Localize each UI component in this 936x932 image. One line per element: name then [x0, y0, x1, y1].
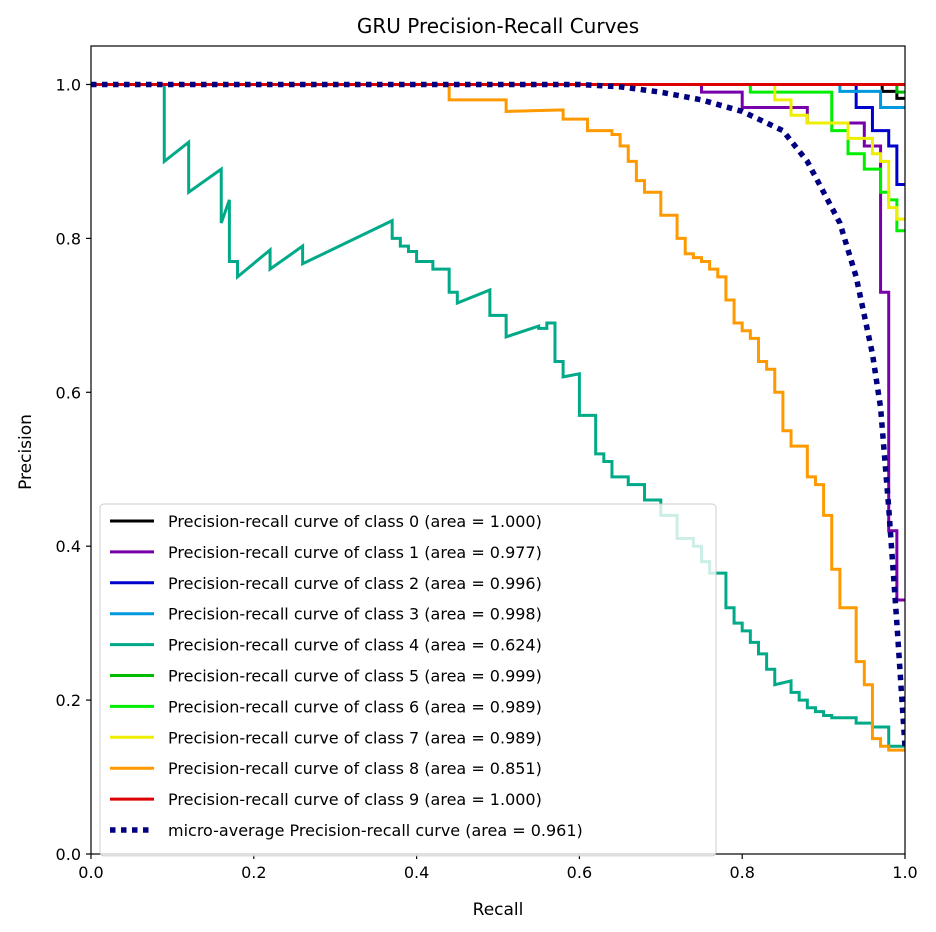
y-tick-label: 0.4: [56, 537, 81, 556]
y-tick-label: 0.0: [56, 845, 81, 864]
legend-box: [99, 503, 717, 857]
x-axis-label: Recall: [473, 900, 524, 920]
series-line-6: [91, 82, 905, 233]
series-line-2: [91, 82, 905, 187]
x-tick-label: 0.6: [567, 863, 592, 882]
legend-label-7: Precision-recall curve of class 7 (area …: [168, 728, 542, 747]
series-line-7: [91, 82, 905, 221]
x-tick-label: 0.4: [404, 863, 429, 882]
series-line-1: [91, 82, 905, 602]
x-tick-label: 1.0: [892, 863, 917, 882]
legend-label-6: Precision-recall curve of class 6 (area …: [168, 697, 542, 716]
series-line-10: [91, 81, 905, 747]
y-tick-label: 0.2: [56, 691, 81, 710]
legend-label-10: micro-average Precision-recall curve (ar…: [168, 821, 583, 840]
legend-label-8: Precision-recall curve of class 8 (area …: [168, 759, 542, 778]
x-tick-label: 0.2: [241, 863, 266, 882]
series-group: [91, 81, 905, 752]
y-axis-label: Precision: [16, 414, 36, 490]
legend-label-4: Precision-recall curve of class 4 (area …: [168, 636, 542, 655]
legend-label-9: Precision-recall curve of class 9 (area …: [168, 790, 542, 809]
y-tick-label: 0.6: [56, 383, 81, 402]
legend-label-3: Precision-recall curve of class 3 (area …: [168, 605, 542, 624]
y-tick-label: 0.8: [56, 229, 81, 248]
x-tick-label: 0.8: [729, 863, 754, 882]
legend-label-5: Precision-recall curve of class 5 (area …: [168, 667, 542, 686]
chart-title: GRU Precision-Recall Curves: [357, 14, 639, 38]
series-line-4: [91, 82, 905, 748]
legend-label-2: Precision-recall curve of class 2 (area …: [168, 574, 542, 593]
y-tick-label: 1.0: [56, 75, 81, 94]
legend-label-0: Precision-recall curve of class 0 (area …: [168, 512, 542, 531]
plot-area: [91, 81, 905, 752]
x-tick-label: 0.0: [78, 863, 103, 882]
legend-label-1: Precision-recall curve of class 1 (area …: [168, 543, 542, 562]
series-line-8: [91, 82, 905, 752]
legend: Precision-recall curve of class 0 (area …: [99, 503, 717, 857]
